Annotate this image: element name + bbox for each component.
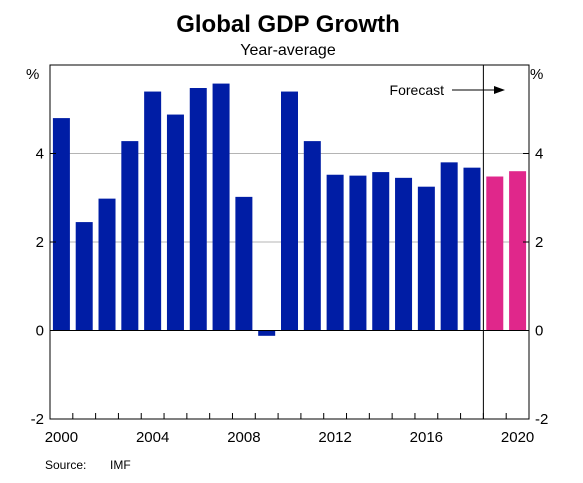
- bar-2004: [144, 91, 162, 331]
- bar-2010: [281, 91, 298, 331]
- bar-2005: [166, 114, 184, 331]
- chart-title: Global GDP Growth: [176, 11, 400, 38]
- bar-2001: [75, 222, 93, 331]
- chart-subtitle: Year-average: [240, 42, 336, 59]
- bar-2009: [258, 330, 276, 336]
- x-tick-label: 2000: [45, 429, 78, 446]
- bar-2006: [189, 88, 207, 331]
- source-label: Source:: [45, 458, 86, 472]
- axis-ticks: -2 -2 0 0 2 2 4 4 2000 2004 2008 2012 2016 2020: [31, 146, 549, 447]
- bar-2003: [121, 141, 139, 331]
- bars: [52, 83, 527, 336]
- bar-2012: [326, 174, 344, 331]
- y-tick-label-left: 2: [36, 234, 44, 251]
- y-unit-right: %: [530, 66, 543, 83]
- bar-2015: [395, 177, 413, 331]
- y-tick-label-left: 4: [36, 146, 44, 163]
- bar-2016: [417, 186, 435, 331]
- bar-2000: [52, 118, 70, 331]
- y-tick-label-left: -2: [31, 411, 44, 428]
- bar-2002: [98, 198, 116, 331]
- bar-2008: [235, 196, 253, 331]
- bar-2017: [440, 162, 458, 331]
- y-tick-label-right: 4: [535, 146, 543, 163]
- y-tick-label-right: -2: [535, 411, 548, 428]
- bar-2007: [212, 83, 230, 331]
- x-tick-label: 2016: [410, 429, 443, 446]
- x-tick-label: 2020: [501, 429, 534, 446]
- x-tick-label: 2012: [318, 429, 351, 446]
- source-value: IMF: [110, 458, 131, 472]
- bar-2014: [372, 172, 390, 331]
- bar-2018: [463, 167, 481, 331]
- y-tick-label-right: 0: [535, 323, 543, 340]
- forecast-annotation: Forecast: [390, 82, 445, 98]
- x-tick-label: 2008: [227, 429, 260, 446]
- x-tick-label: 2004: [136, 429, 169, 446]
- y-tick-label-right: 2: [535, 234, 543, 251]
- bar-2011: [303, 141, 321, 331]
- y-tick-label-left: 0: [36, 323, 44, 340]
- bar-2019: [486, 176, 504, 331]
- forecast-arrow: [452, 86, 505, 94]
- bar-2013: [349, 175, 367, 331]
- y-unit-left: %: [26, 66, 39, 83]
- bar-2020: [509, 171, 527, 331]
